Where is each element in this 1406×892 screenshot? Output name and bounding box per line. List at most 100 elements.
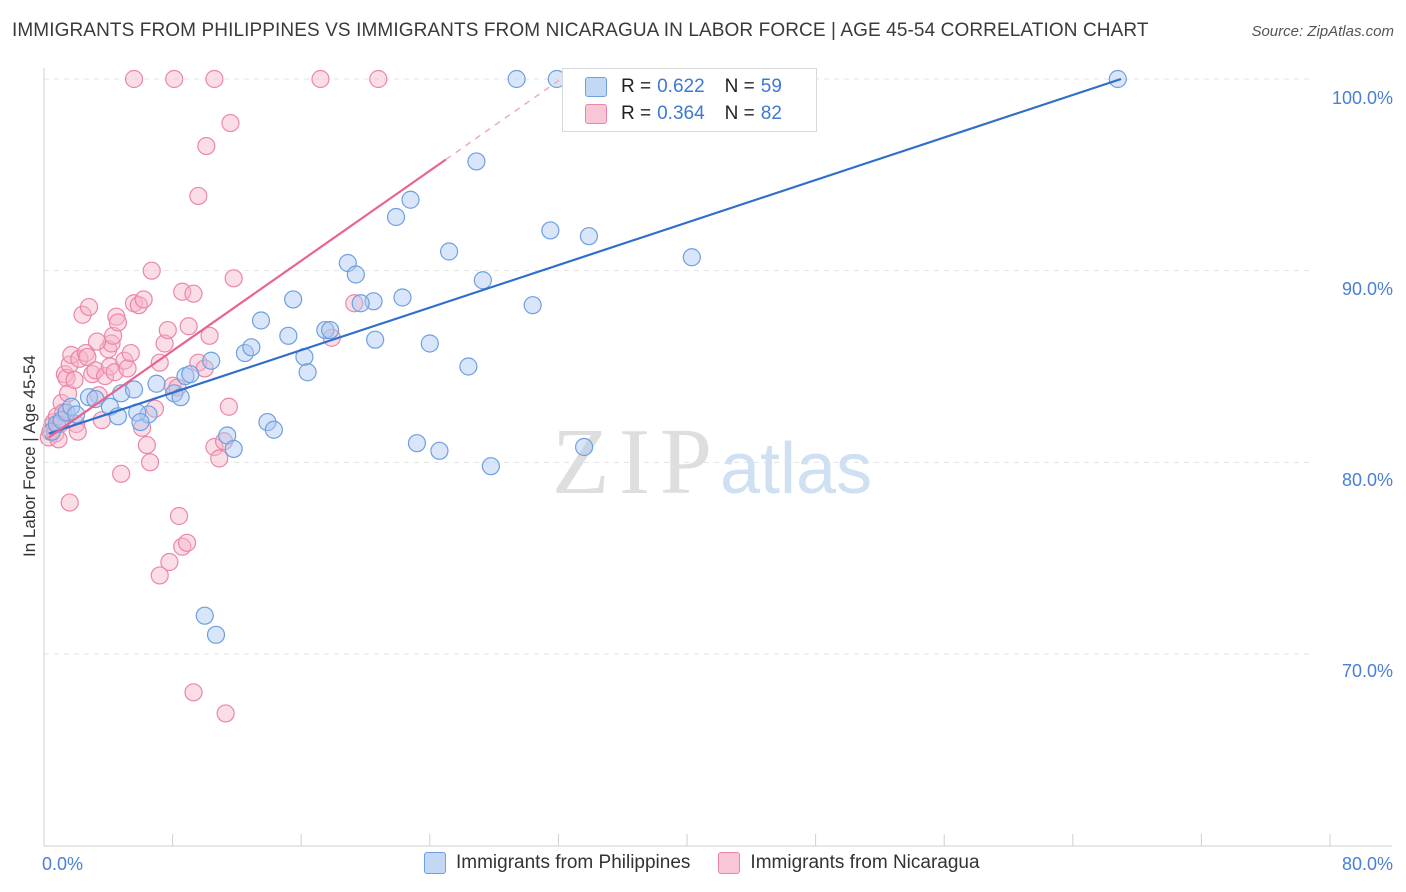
nicaragua-point	[142, 261, 161, 280]
nicaragua-trend-line	[48, 158, 447, 439]
nicaragua-point	[221, 113, 240, 133]
nicaragua-point	[219, 397, 238, 416]
n-value-philippines: 59	[760, 76, 782, 97]
nicaragua-point	[169, 506, 189, 526]
philippines-point	[407, 434, 427, 453]
philippines-point	[386, 207, 406, 227]
blue-swatch	[424, 852, 446, 874]
legend-item-philippines[interactable]: Immigrants from Philippines	[424, 852, 690, 874]
nicaragua-point	[165, 69, 184, 89]
nicaragua-point	[216, 704, 235, 723]
philippines-point	[284, 290, 303, 309]
nicaragua-point	[134, 290, 153, 309]
philippines-point	[430, 441, 449, 460]
philippines-point	[124, 380, 144, 399]
philippines-point	[575, 437, 594, 457]
nicaragua-point	[95, 366, 115, 386]
philippines-point	[202, 351, 221, 370]
nicaragua-point	[158, 320, 177, 340]
nicaragua-point	[65, 370, 84, 390]
nicaragua-point	[205, 69, 224, 89]
nicaragua-point	[60, 493, 79, 512]
y-tick-label-90: 90.0%	[1342, 279, 1393, 299]
watermark-atlas: atlas	[720, 429, 872, 509]
nicaragua-point	[86, 361, 105, 380]
series-legend: Immigrants from Philippines Immigrants f…	[424, 852, 1008, 874]
philippines-point	[206, 625, 226, 644]
philippines-point	[316, 320, 335, 340]
n-label: N =	[724, 76, 755, 97]
blue-swatch	[585, 77, 607, 97]
nicaragua-point	[129, 296, 148, 315]
chart-title: IMMIGRANTS FROM PHILIPPINES VS IMMIGRANT…	[12, 20, 1149, 41]
nicaragua-point	[112, 464, 131, 483]
philippines-point	[401, 190, 420, 209]
nicaragua-point	[179, 317, 198, 336]
nicaragua-point	[189, 186, 208, 206]
r-value-nicaragua: 0.364	[657, 103, 705, 124]
nicaragua-point	[140, 453, 160, 472]
philippines-point	[579, 227, 599, 246]
philippines-point	[195, 606, 214, 625]
trend-lines	[48, 77, 1122, 439]
nicaragua-point	[79, 297, 99, 317]
nicaragua-point	[200, 326, 219, 345]
nicaragua-point	[345, 294, 364, 313]
x-ticks	[172, 834, 1331, 846]
philippines-point	[298, 363, 317, 382]
philippines-point	[439, 242, 459, 261]
legend-item-nicaragua[interactable]: Immigrants from Nicaragua	[718, 852, 980, 874]
y-tick-label-80: 80.0%	[1342, 470, 1393, 490]
nicaragua-point	[87, 332, 107, 351]
nicaragua-point	[137, 435, 156, 455]
philippines-trend-line	[48, 77, 1122, 435]
nicaragua-trend-extension	[445, 78, 562, 161]
nicaragua-point	[184, 284, 203, 303]
philippines-point	[467, 152, 486, 171]
nicaragua-points	[39, 69, 388, 723]
legend-row-nicaragua: R = 0.364 N = 82	[585, 101, 782, 127]
philippines-point	[682, 248, 701, 267]
r-label: R =	[621, 76, 652, 97]
y-tick-label-70: 70.0%	[1342, 661, 1393, 681]
nicaragua-point	[177, 533, 197, 552]
philippines-point	[171, 388, 190, 407]
philippines-point	[181, 365, 200, 384]
philippines-point	[321, 320, 340, 340]
philippines-point	[242, 338, 261, 357]
philippines-point	[507, 69, 526, 89]
philippines-point	[351, 294, 370, 313]
pink-swatch	[585, 104, 607, 124]
legend-row-philippines: R = 0.622 N = 59	[585, 74, 782, 100]
n-value-nicaragua: 82	[760, 103, 782, 124]
x-tick-label-min: 0.0%	[42, 854, 83, 874]
philippines-point	[224, 439, 243, 459]
x-tick-label-max: 80.0%	[1342, 854, 1393, 874]
n-label: N =	[724, 103, 755, 124]
watermark-zip: ZIP	[552, 410, 712, 514]
nicaragua-point	[369, 69, 388, 89]
nicaragua-point	[197, 136, 216, 156]
grid	[44, 78, 1310, 655]
nicaragua-point	[121, 343, 140, 363]
philippines-point	[131, 412, 150, 432]
nicaragua-point	[155, 334, 174, 353]
r-value-philippines: 0.622	[657, 76, 705, 97]
y-tick-label-100: 100.0%	[1332, 88, 1393, 108]
nicaragua-point	[173, 282, 192, 301]
philippines-point	[473, 271, 492, 290]
nicaragua-point	[102, 334, 121, 353]
philippines-point	[67, 405, 86, 424]
philippines-point	[420, 334, 439, 353]
nicaragua-point	[118, 359, 137, 378]
nicaragua-point	[124, 69, 144, 89]
legend-label-nicaragua: Immigrants from Nicaragua	[750, 852, 980, 873]
nicaragua-point	[184, 683, 203, 702]
nicaragua-point	[150, 353, 169, 372]
philippines-point	[147, 374, 166, 393]
nicaragua-point	[104, 326, 123, 345]
axes	[43, 68, 1392, 847]
philippines-point	[366, 330, 385, 349]
philippines-points	[42, 69, 1127, 644]
